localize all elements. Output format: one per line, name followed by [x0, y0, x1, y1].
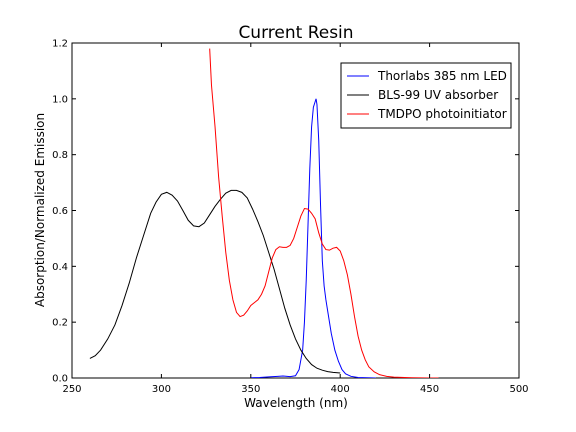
- ticks-layer: 250 300 350 400 450 500 0.0 0.2 0.4 0.6 0.8 1.0 1.2: [52, 39, 528, 396]
- chart-title: Current Resin: [238, 23, 353, 43]
- legend-box: [340, 62, 512, 129]
- y-axis-label: Absorption/Normalized Emission: [33, 113, 47, 307]
- legend: Thorlabs 385 nm LED BLS-99 UV absorber TMD…: [340, 62, 512, 129]
- series-line-3: [209, 48, 439, 378]
- x-tick-label: 400: [331, 384, 350, 395]
- legend-label-3: TMDPO photoinitiator: [377, 107, 507, 121]
- y-tick-label: 0.2: [52, 318, 68, 329]
- legend-label-1: Thorlabs 385 nm LED: [377, 69, 507, 83]
- x-tick-label: 350: [241, 384, 260, 395]
- y-tick-label: 0.8: [52, 150, 68, 161]
- x-tick-label: 450: [420, 384, 439, 395]
- x-tick-label: 500: [509, 384, 528, 395]
- y-tick-label: 0.0: [52, 374, 68, 385]
- series-layer: [89, 48, 439, 378]
- y-tick-label: 0.4: [52, 262, 68, 273]
- y-tick-label: 1.2: [52, 39, 68, 50]
- y-tick-label: 0.6: [52, 206, 68, 217]
- y-tick-label: 1.0: [52, 94, 68, 105]
- x-axis-label: Wavelength (nm): [244, 396, 348, 410]
- x-tick-label: 300: [152, 384, 171, 395]
- x-tick-label: 250: [62, 384, 81, 395]
- legend-label-2: BLS-99 UV absorber: [378, 88, 498, 102]
- series-line-1: [250, 98, 376, 378]
